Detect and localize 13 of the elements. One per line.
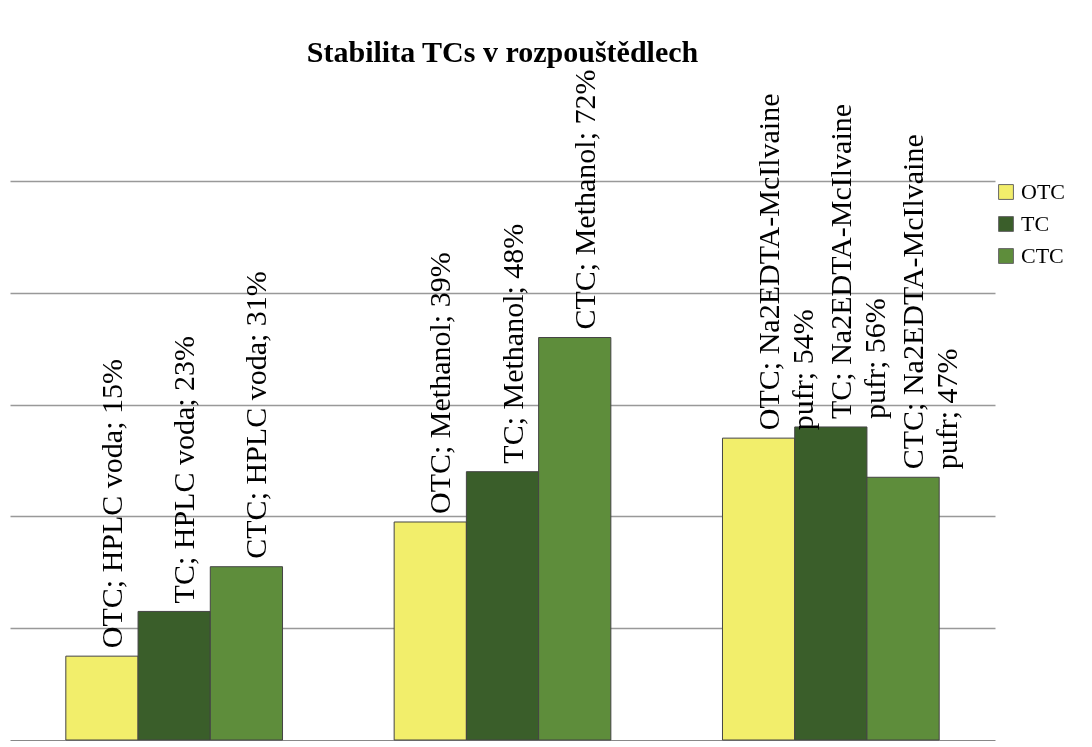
data-label: CTC; HPLC voda; 31% — [239, 271, 273, 559]
legend-label: CTC — [1021, 243, 1064, 268]
legend-label: OTC — [1021, 179, 1065, 204]
data-label: TC; Methanol; 48% — [495, 223, 529, 464]
data-label: OTC; HPLC voda; 15% — [94, 358, 128, 649]
data-label: OTC; Na2EDTA-McIlvaine pufr; 54% — [751, 93, 819, 431]
data-label: CTC; Methanol; 72% — [567, 69, 601, 330]
data-label: TC; HPLC voda; 23% — [167, 335, 201, 604]
data-label: TC; Na2EDTA-McIlvaine pufr; 56% — [823, 103, 891, 419]
data-label: OTC; Methanol; 39% — [423, 252, 457, 514]
legend-label: TC — [1021, 211, 1050, 236]
chart-title: Stabilita TCs v rozpouštědlech — [306, 34, 699, 68]
data-label: CTC; Na2EDTA-McIlvaine pufr; 47% — [896, 134, 964, 470]
